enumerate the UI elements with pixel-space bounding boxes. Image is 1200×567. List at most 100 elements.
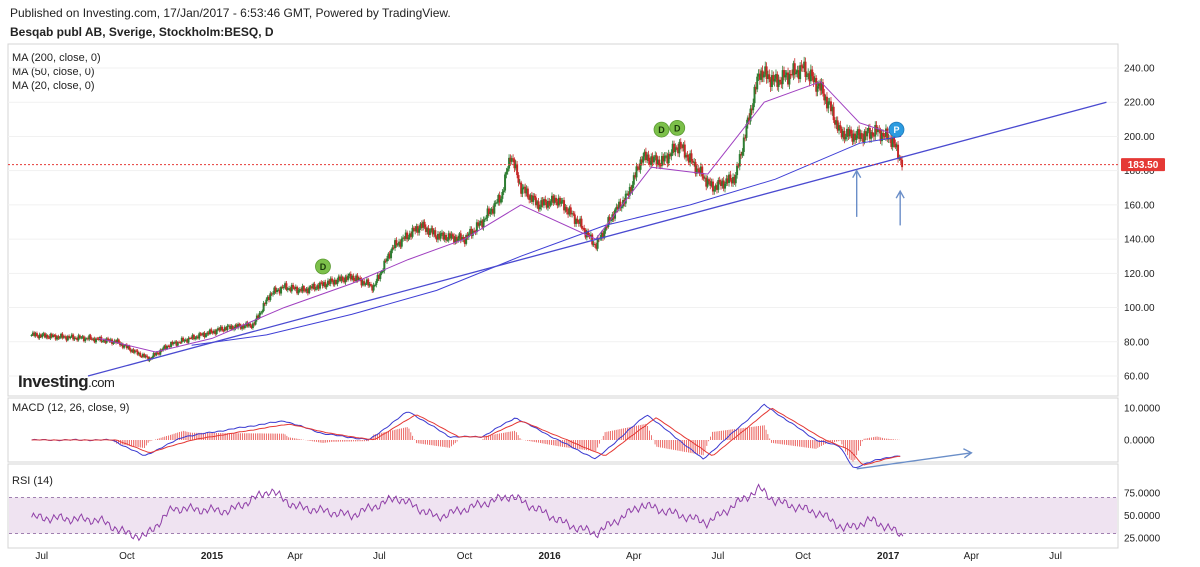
candle-body (643, 151, 646, 157)
candle-body (581, 227, 584, 229)
candle-body (459, 233, 462, 241)
candle-body (489, 211, 492, 215)
candle-body (667, 153, 670, 164)
candle-body (194, 337, 197, 340)
candle-body (314, 288, 317, 290)
price-tick-label: 220.00 (1124, 98, 1155, 109)
candle-body (386, 258, 389, 262)
candle-body (66, 336, 69, 341)
ma200-line (191, 135, 902, 346)
candle-body (237, 324, 240, 328)
candle-body (306, 288, 309, 294)
candle-body (313, 283, 316, 290)
rsi-tick-label: 75.0000 (1124, 489, 1161, 500)
candle-body (78, 335, 81, 338)
candle-body (608, 217, 611, 221)
candle-body (840, 128, 843, 138)
candle-body (81, 336, 84, 338)
candle-body (466, 235, 469, 238)
candle-body (770, 75, 773, 87)
candle-body (512, 158, 515, 160)
candle-body (679, 141, 682, 148)
candle-body (555, 197, 558, 202)
candle-body (69, 337, 72, 339)
candle-body (744, 137, 747, 139)
candle-body (46, 335, 49, 338)
candle-body (163, 345, 166, 349)
candle-body (267, 296, 270, 301)
candle-body (318, 282, 321, 289)
candle-body (373, 284, 376, 286)
candle-body (761, 70, 764, 78)
price-tick-label: 160.00 (1124, 200, 1155, 211)
candle-body (384, 260, 387, 262)
candle-body (899, 158, 902, 160)
candle-body (109, 339, 112, 342)
candle-body (514, 163, 517, 169)
candle-body (824, 96, 827, 101)
candle-body (776, 74, 779, 87)
candle-body (697, 168, 700, 170)
candle-body (310, 286, 313, 289)
candle-body (734, 175, 737, 184)
candle-body (508, 157, 511, 169)
candle-body (212, 330, 215, 334)
candle-body (758, 73, 761, 80)
candle-body (660, 155, 663, 166)
candle-body (788, 74, 791, 85)
candle-body (876, 129, 879, 133)
candle-body (376, 274, 379, 282)
candle-body (388, 253, 391, 259)
candle-body (383, 260, 386, 271)
candle-body (579, 218, 582, 224)
candle-body (243, 325, 246, 329)
investing-logo[interactable]: Investing.com (18, 372, 115, 392)
candle-body (486, 208, 489, 218)
candle-body (255, 315, 258, 320)
candle-body (249, 323, 252, 326)
candle-body (710, 181, 713, 186)
macd-signal-line (31, 407, 901, 466)
candle-body (446, 239, 449, 241)
candle-body (646, 154, 649, 161)
time-tick-label: Apr (626, 551, 642, 562)
candle-body (97, 338, 100, 340)
candle-body (103, 339, 106, 342)
candle-body (72, 334, 75, 340)
candle-body (894, 143, 897, 148)
candle-body (589, 234, 592, 237)
candle-body (188, 337, 191, 339)
candle-body (269, 293, 272, 301)
candle-body (308, 287, 311, 294)
candle-body (274, 287, 277, 293)
candle-body (683, 144, 686, 158)
candle-body (746, 117, 749, 125)
macd-tick-label: 0.0000 (1124, 436, 1155, 447)
time-tick-label: Jul (373, 551, 386, 562)
candle-body (878, 129, 881, 131)
candle-body (659, 165, 662, 167)
candle-body (321, 282, 324, 287)
candle-body (886, 128, 889, 140)
candle-body (733, 177, 736, 184)
candle-body (862, 137, 865, 143)
candle-body (368, 284, 371, 286)
candle-body (823, 93, 826, 101)
candle-body (140, 356, 143, 358)
candle-body (290, 284, 293, 292)
candle-body (263, 303, 266, 305)
candle-body (762, 74, 765, 78)
candle-body (131, 349, 134, 352)
candle-body (170, 342, 173, 347)
candle-body (766, 74, 769, 79)
candle-body (304, 290, 307, 292)
time-tick-label: Jul (1049, 551, 1062, 562)
candle-body (518, 182, 521, 184)
candle-body (349, 273, 352, 280)
candle-body (793, 63, 796, 75)
candle-body (257, 315, 260, 319)
candle-body (226, 325, 229, 330)
candle-body (624, 193, 627, 204)
candle-body (428, 230, 431, 235)
